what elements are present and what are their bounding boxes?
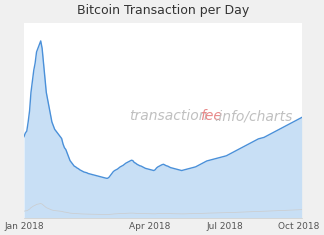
Title: Bitcoin Transaction per Day: Bitcoin Transaction per Day bbox=[77, 4, 249, 17]
Text: transaction: transaction bbox=[130, 109, 208, 123]
Text: .info/charts: .info/charts bbox=[214, 109, 293, 123]
Text: fee: fee bbox=[200, 109, 222, 123]
